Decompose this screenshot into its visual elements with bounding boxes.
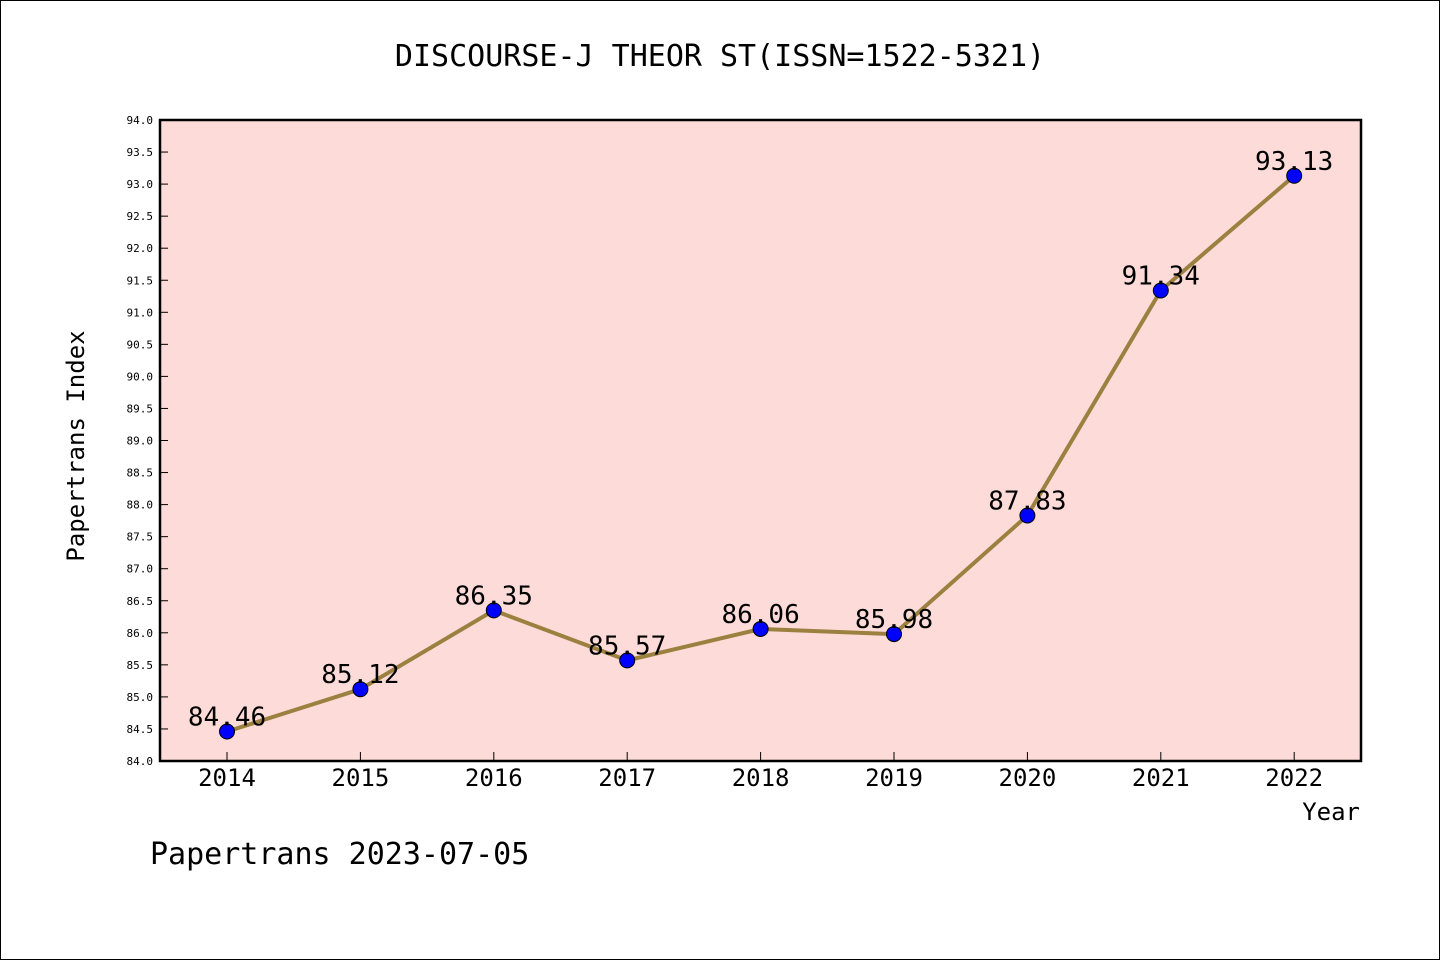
x-tick-label: 2022 [1265, 764, 1323, 792]
x-tick-label: 2014 [198, 764, 256, 792]
x-tick-label: 2017 [598, 764, 656, 792]
y-tick-label: 85.0 [127, 691, 154, 704]
x-tick-label: 2021 [1132, 764, 1190, 792]
y-tick-label: 88.5 [127, 467, 154, 480]
y-tick-label: 90.5 [127, 338, 154, 351]
y-tick-label: 91.5 [127, 274, 154, 287]
y-axis: 84.0 84.5 85.0 85.5 86.0 86.5 87.0 87.5 88.0 88.5… [127, 114, 168, 768]
y-tick-label: 85.5 [127, 659, 154, 672]
data-label: 85.57 [588, 631, 666, 661]
data-point-marker [352, 681, 369, 698]
y-tick-label: 87.5 [127, 531, 154, 544]
y-tick-label: 91.0 [127, 306, 154, 319]
data-point-marker [1286, 167, 1303, 184]
y-tick-label: 92.5 [127, 210, 154, 223]
x-tick-label: 2020 [999, 764, 1057, 792]
y-tick-label: 87.0 [127, 563, 154, 576]
footer-date-stamp: Papertrans 2023-07-05 [150, 837, 529, 872]
x-axis-title: Year [1302, 798, 1360, 826]
plot-area [158, 118, 1363, 763]
x-tick-label: 2015 [332, 764, 390, 792]
y-tick-label: 92.0 [127, 242, 154, 255]
data-point-marker [219, 723, 235, 740]
y-tick-label: 84.5 [127, 723, 154, 736]
y-tick-label: 93.5 [127, 146, 154, 159]
x-tick-label: 2016 [465, 764, 523, 792]
chart-title: DISCOURSE-J THEOR ST(ISSN=1522-5321) [395, 39, 1045, 74]
y-axis-title: Papertrans Index [62, 330, 90, 561]
data-point-marker [886, 626, 902, 643]
y-tick-label: 86.5 [127, 595, 154, 608]
y-tick-label: 94.0 [127, 114, 154, 127]
data-label: 85.98 [855, 605, 933, 635]
data-label: 85.12 [321, 660, 399, 690]
data-point-marker [619, 652, 636, 669]
data-label: 91.34 [1122, 262, 1200, 292]
data-label: 84.46 [188, 703, 266, 733]
y-tick-label: 90.0 [127, 370, 154, 383]
y-tick-label: 84.0 [127, 755, 154, 768]
y-tick-label: 89.5 [127, 402, 154, 415]
data-label: 87.83 [988, 486, 1066, 516]
x-axis: 2014 2015 2016 2017 2018 2019 2020 2021 2022 [198, 752, 1323, 792]
data-labels: 84.46 85.12 86.35 85.57 86.06 85.98 87.83 91.34… [188, 147, 1333, 733]
x-tick-label: 2019 [865, 764, 923, 792]
y-tick-label: 89.0 [127, 435, 154, 448]
data-label: 86.35 [455, 581, 533, 611]
data-label: 93.13 [1255, 147, 1333, 177]
y-tick-label: 93.0 [127, 178, 154, 191]
data-point-marker [1019, 507, 1036, 524]
data-point-marker [752, 620, 769, 637]
series-layer [219, 167, 1303, 740]
data-point-marker [485, 602, 502, 619]
data-label: 86.06 [721, 600, 799, 630]
y-tick-label: 86.0 [127, 627, 154, 640]
x-tick-label: 2018 [732, 764, 790, 792]
y-tick-label: 88.0 [127, 499, 154, 512]
data-point-marker [1152, 282, 1169, 299]
